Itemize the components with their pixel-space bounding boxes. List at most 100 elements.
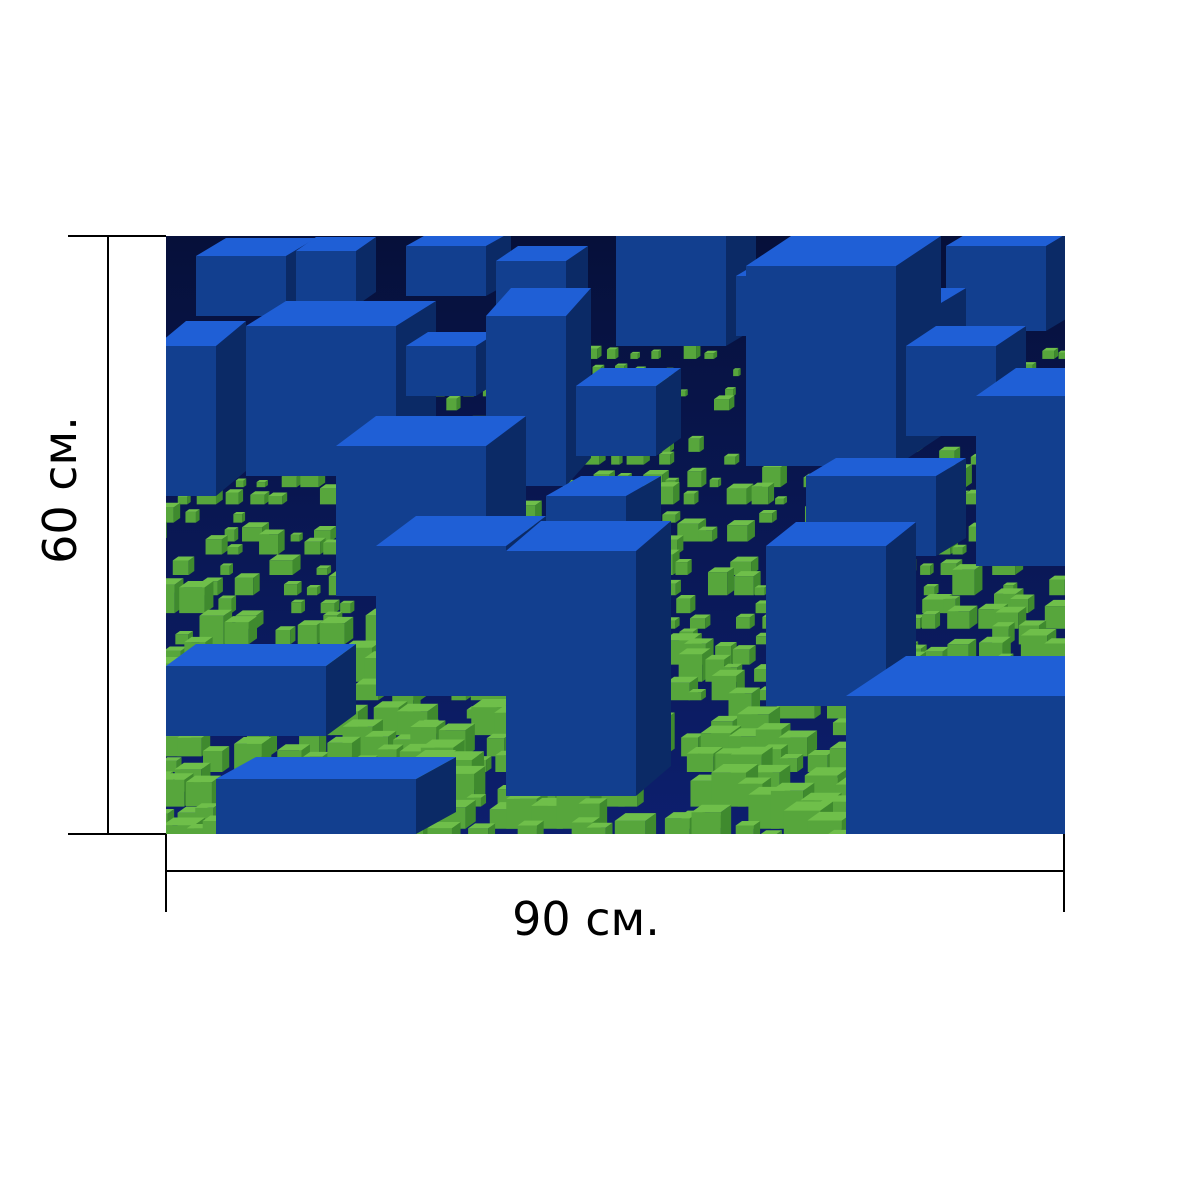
green-cube-front: [186, 828, 205, 834]
green-cube-top: [185, 509, 200, 512]
green-cube-top: [698, 526, 718, 531]
green-cube-top: [185, 775, 222, 783]
green-cube-top: [676, 595, 696, 599]
green-cube-top: [320, 599, 340, 604]
green-cube-front: [316, 568, 328, 575]
green-cube-side: [776, 830, 783, 834]
green-cube-side: [166, 521, 167, 539]
blue-block-20-side: [636, 521, 671, 796]
green-cube-top: [218, 595, 237, 599]
green-cube-front: [611, 455, 620, 465]
green-cube-side: [605, 822, 613, 834]
green-cube-front: [920, 565, 931, 575]
green-cube-top: [1020, 629, 1057, 636]
green-cube-top: [283, 580, 302, 585]
green-cube-front: [1058, 352, 1065, 359]
green-cube-top: [166, 757, 182, 761]
green-cube-top: [727, 520, 755, 526]
blue-block-21-front: [766, 546, 886, 706]
green-cube-front: [224, 622, 249, 645]
green-cube-top: [225, 489, 244, 493]
green-cube-top: [683, 638, 714, 644]
green-cube-side: [712, 526, 718, 542]
green-cube-top: [486, 733, 511, 739]
green-cube-front: [218, 598, 232, 614]
green-cube-front: [762, 467, 781, 488]
green-cube-side: [465, 799, 476, 829]
green-cube-side: [675, 579, 681, 596]
blue-block-19-top: [376, 516, 546, 546]
green-cube-side: [705, 614, 711, 629]
green-cube-side: [619, 453, 623, 465]
green-cube-top: [978, 603, 1008, 610]
green-cube-front: [297, 625, 317, 645]
green-cube-front: [1042, 350, 1055, 359]
green-cube-top: [679, 628, 698, 632]
green-cube-top: [593, 470, 615, 475]
cube-city-illustration: [166, 236, 1065, 834]
green-cube-top: [166, 808, 175, 814]
green-cube-top: [291, 599, 306, 603]
green-cube-front: [711, 772, 746, 807]
green-cube-top: [617, 472, 632, 476]
green-cube-top: [235, 610, 264, 616]
green-cube-top: [770, 782, 815, 791]
green-cube-side: [217, 577, 223, 596]
print-image: [166, 236, 1065, 834]
green-cube-front: [736, 617, 750, 629]
green-cube-side: [751, 556, 759, 575]
green-cube-front: [662, 514, 676, 523]
green-cube-top: [662, 511, 681, 515]
green-cube-top: [268, 492, 288, 496]
green-cube-top: [754, 585, 768, 588]
green-cube-side: [718, 477, 722, 488]
green-cube-side: [173, 502, 181, 523]
blue-block-21-top: [766, 522, 916, 546]
green-cube-top: [659, 451, 675, 455]
blue-block-6-top: [946, 236, 1063, 246]
green-cube-top: [728, 687, 761, 694]
green-cube-front: [688, 692, 702, 701]
green-cube-side: [597, 345, 602, 359]
green-cube-top: [807, 750, 835, 756]
green-cube-top: [724, 453, 740, 457]
green-cube-top: [203, 746, 230, 752]
blue-block-22-front: [166, 666, 326, 736]
green-cube-top: [175, 630, 193, 635]
green-cube-top: [1010, 594, 1035, 600]
green-cube-front: [290, 534, 300, 542]
tall-blue-blocks: [166, 236, 1065, 834]
green-cube-top: [651, 349, 661, 352]
green-cube-top: [730, 556, 759, 562]
green-cube-front: [691, 812, 721, 834]
green-cube-top: [342, 719, 383, 727]
green-cube-top: [615, 363, 628, 366]
blue-block-8-front: [166, 346, 216, 496]
green-cube-top: [269, 554, 301, 561]
green-cube-front: [166, 584, 175, 614]
green-cube-side: [935, 611, 941, 629]
green-cube-side: [772, 509, 777, 523]
green-cube-front: [683, 493, 695, 505]
green-cube-front: [177, 496, 188, 505]
green-cube-side: [234, 527, 239, 542]
width-label: 90 см.: [512, 892, 660, 946]
green-cube-top: [234, 737, 272, 744]
green-cube-top: [174, 762, 211, 770]
blue-block-19-front: [376, 546, 506, 696]
green-cube-top: [235, 478, 247, 481]
green-cube-side: [701, 688, 706, 701]
green-cube-side: [222, 746, 230, 773]
green-cube-front: [713, 399, 730, 411]
green-cube-top: [686, 747, 723, 754]
blue-block-24-front: [846, 696, 1065, 834]
green-cube-side: [238, 544, 243, 555]
green-cube-front: [291, 602, 302, 614]
green-cube-front: [688, 438, 700, 452]
green-cube-front: [235, 480, 244, 488]
green-cube-top: [364, 730, 397, 737]
green-cube-top: [664, 812, 699, 819]
green-cube-side: [264, 480, 268, 488]
green-cube-top: [755, 723, 791, 730]
green-cube-side: [934, 584, 939, 596]
